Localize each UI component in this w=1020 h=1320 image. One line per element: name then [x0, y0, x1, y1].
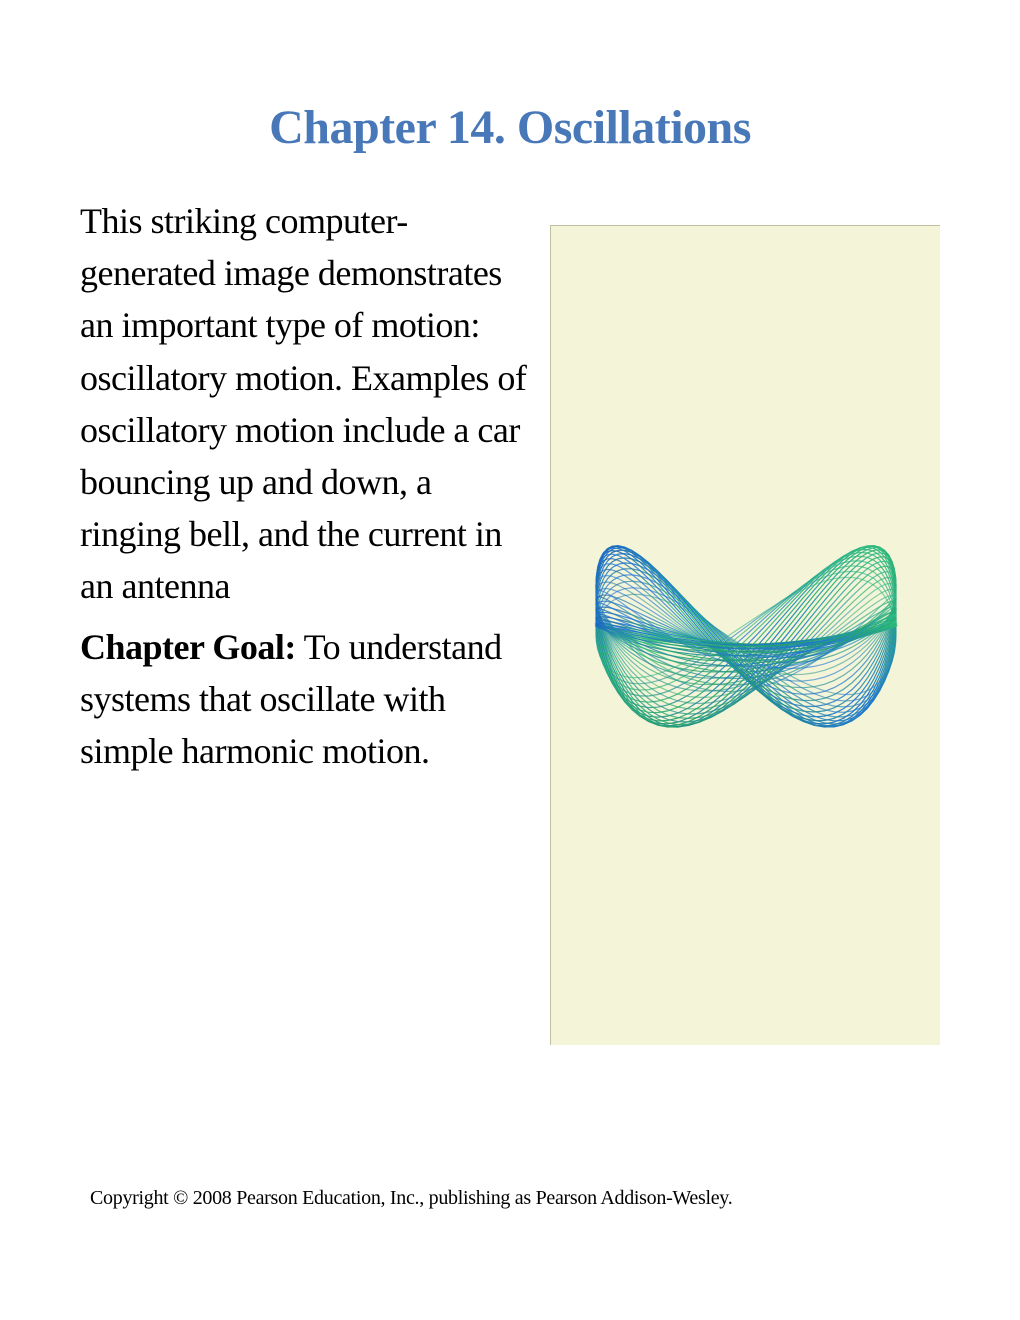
oscillation-image-panel [550, 225, 940, 1045]
text-column: This striking computer-generated image d… [80, 195, 530, 785]
goal-label: Chapter Goal: [80, 627, 296, 667]
oscillation-wireframe-icon [566, 516, 926, 756]
intro-paragraph: This striking computer-generated image d… [80, 195, 530, 613]
content-area: This striking computer-generated image d… [80, 195, 940, 1045]
goal-paragraph: Chapter Goal: To understand systems that… [80, 621, 530, 778]
copyright-text: Copyright © 2008 Pearson Education, Inc.… [90, 1187, 732, 1210]
chapter-title: Chapter 14. Oscillations [80, 100, 940, 155]
